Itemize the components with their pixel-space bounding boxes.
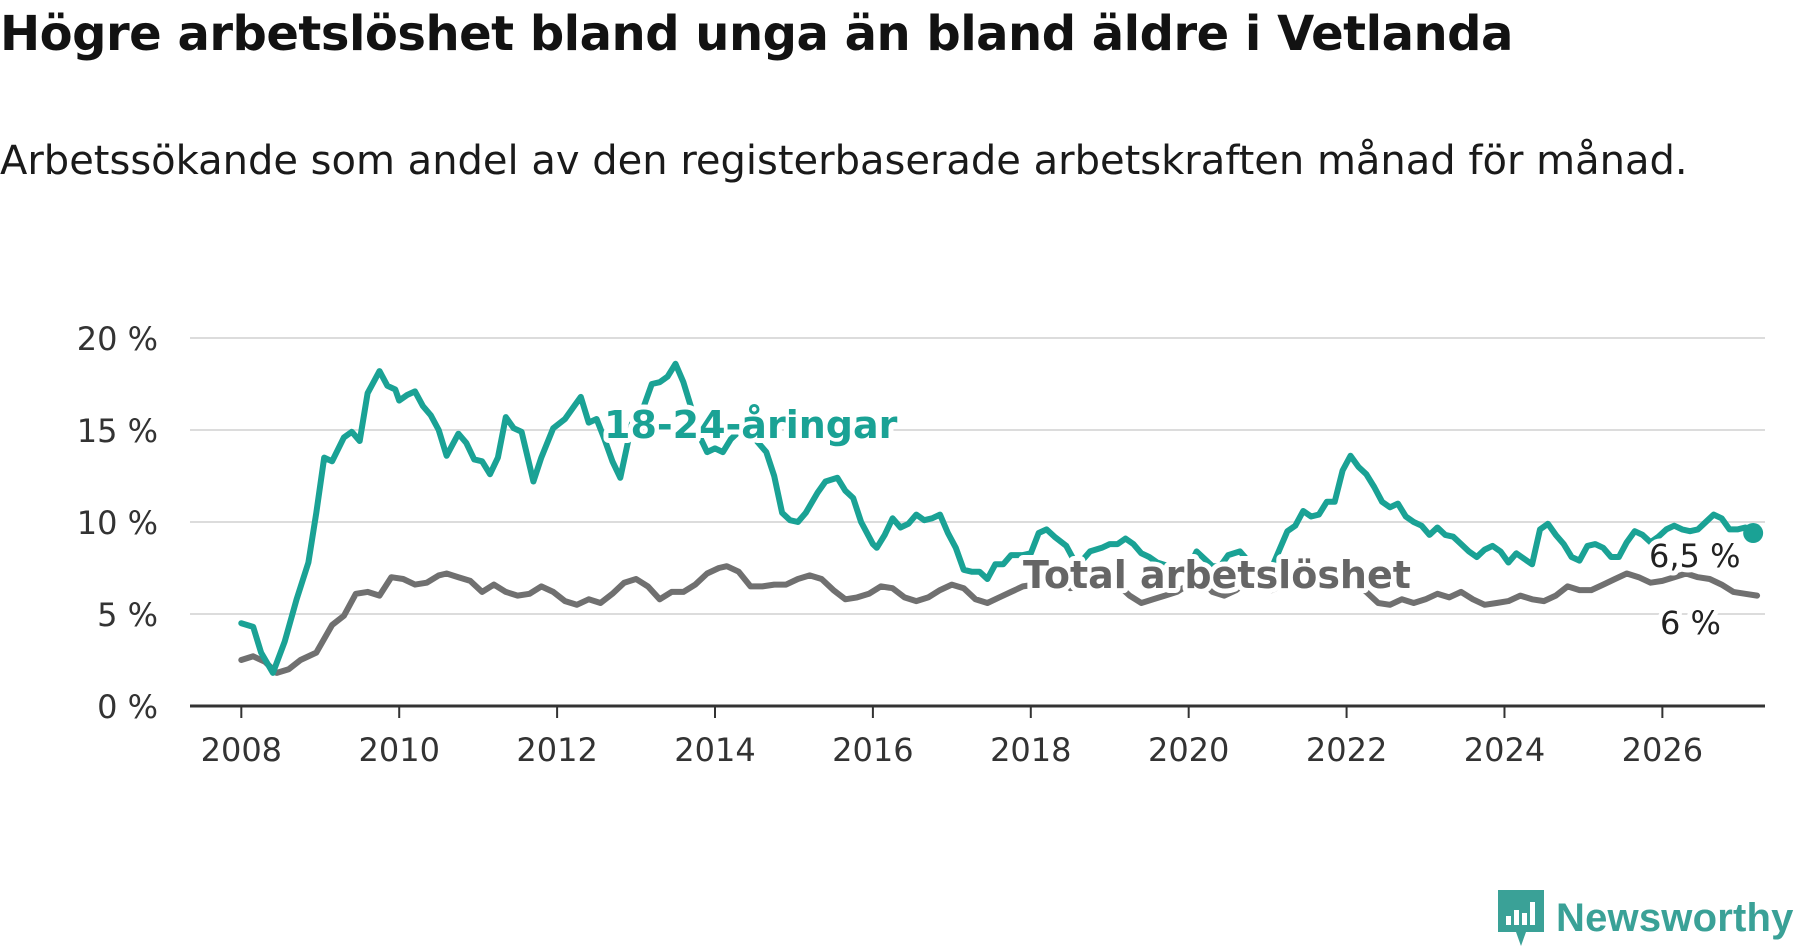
y-axis-labels: 0 % 5 % 10 % 15 % 20 % [77, 320, 158, 726]
y-tick-label: 5 % [97, 596, 158, 634]
series-label-young-halo: 18-24-åringar [604, 403, 898, 447]
x-tick-label: 2024 [1464, 731, 1545, 769]
newsworthy-logo-icon [1498, 890, 1544, 946]
newsworthy-brand: Newsworthy [1496, 888, 1794, 948]
x-tick-label: 2008 [201, 731, 282, 769]
y-gridlines [190, 337, 1765, 615]
x-tick-label: 2018 [990, 731, 1071, 769]
x-tick-label: 2026 [1622, 731, 1703, 769]
end-value-total: 6 % [1660, 604, 1721, 642]
x-tick-label: 2010 [358, 731, 439, 769]
series-label-total: Total arbetslöshet [1023, 553, 1411, 597]
chart-subtitle: Arbetssökande som andel av den registerb… [0, 138, 1688, 184]
x-tick-label: 2014 [674, 731, 755, 769]
series-end-marker [1743, 523, 1764, 544]
x-tick-label: 2012 [516, 731, 597, 769]
series-label-young: 18-24-åringar [604, 403, 898, 447]
chart-title: Högre arbetslöshet bland unga än bland ä… [0, 6, 1513, 62]
y-tick-label: 0 % [97, 688, 158, 726]
x-axis: 2008 2010 2012 2014 2016 2018 2020 2022 2024 2026 [190, 704, 1765, 769]
brand-name: Newsworthy [1556, 895, 1794, 940]
y-tick-label: 10 % [77, 504, 158, 542]
y-tick-label: 15 % [77, 412, 158, 450]
series-lines [238, 360, 1764, 676]
end-value-total-halo: 6 % [1660, 604, 1721, 642]
end-value-young: 6,5 % [1649, 537, 1740, 575]
end-value-young-halo: 6,5 % [1649, 537, 1740, 575]
x-tick-label: 2016 [832, 731, 913, 769]
x-tick-label: 2020 [1148, 731, 1229, 769]
x-tick-label: 2022 [1306, 731, 1387, 769]
series-label-total-halo: Total arbetslöshet [1023, 553, 1411, 597]
series-line-young [238, 360, 1757, 676]
y-tick-label: 20 % [77, 320, 158, 358]
series-line-total [238, 563, 1761, 676]
